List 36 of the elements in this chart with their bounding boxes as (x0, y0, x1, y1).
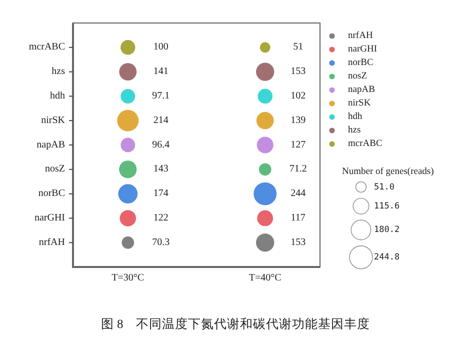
data-label: 153 (290, 236, 306, 248)
y-tick-label: nirSK (41, 114, 66, 126)
y-tick-label: nrfAH (38, 236, 65, 248)
y-tick-label: hzs (52, 66, 66, 78)
legend: nrfAH narGHI norBC nosZ napAB nirSK hdh hzs mcrABC (329, 31, 382, 150)
data-label: 214 (153, 114, 168, 126)
y-tick-label: mcrABC (28, 42, 66, 53)
data-label: 139 (290, 114, 306, 126)
text: 115.6 (374, 201, 400, 212)
data-label: 143 (153, 164, 168, 175)
y-tick-label: narGHI (34, 212, 65, 224)
text: 图 8 不同温度下氮代谢和碳代谢功能基因丰度 (100, 316, 370, 331)
data-label: 51 (293, 42, 304, 53)
data-label: 70.3 (152, 236, 170, 248)
y-tick-label: nosZ (45, 164, 65, 175)
text: 180.2 (374, 225, 400, 236)
legend-title: Number of genes(reads) (342, 167, 434, 178)
data-label: 127 (290, 139, 306, 150)
y-tick-label: napAB (36, 139, 66, 150)
data-label: 97.1 (152, 90, 170, 102)
x-tick-label: T=40°C (248, 272, 282, 284)
x-tick-label: T=30°C (112, 272, 144, 284)
data-label: 153 (290, 66, 306, 78)
y-tick-label: hdh (50, 90, 65, 102)
data-label: 96.4 (152, 139, 170, 150)
data-label: 117 (290, 212, 306, 224)
data-label: 102 (290, 90, 306, 102)
text: 244.8 (374, 252, 400, 263)
data-label: 174 (153, 188, 168, 200)
text: 51.0 (374, 182, 394, 192)
data-label: 100 (153, 42, 168, 53)
data-label: 244 (290, 188, 306, 200)
data-label: 141 (153, 66, 168, 78)
y-tick-label: norBC (38, 188, 66, 200)
data-label: 71.2 (289, 164, 307, 175)
data-label: 122 (153, 212, 168, 224)
